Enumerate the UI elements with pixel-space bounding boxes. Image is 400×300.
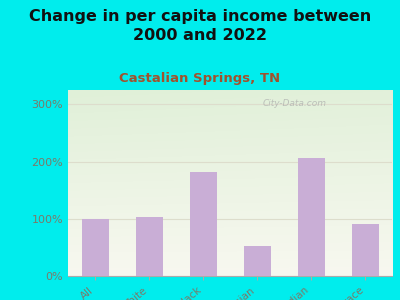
Bar [136, 217, 162, 276]
Text: Change in per capita income between
2000 and 2022: Change in per capita income between 2000… [29, 9, 371, 43]
Text: Castalian Springs, TN: Castalian Springs, TN [120, 72, 280, 85]
Bar [352, 224, 378, 276]
Bar [190, 172, 216, 276]
Text: City-Data.com: City-Data.com [262, 99, 326, 108]
Bar [244, 246, 270, 276]
Bar [298, 158, 324, 276]
Bar [82, 219, 108, 276]
